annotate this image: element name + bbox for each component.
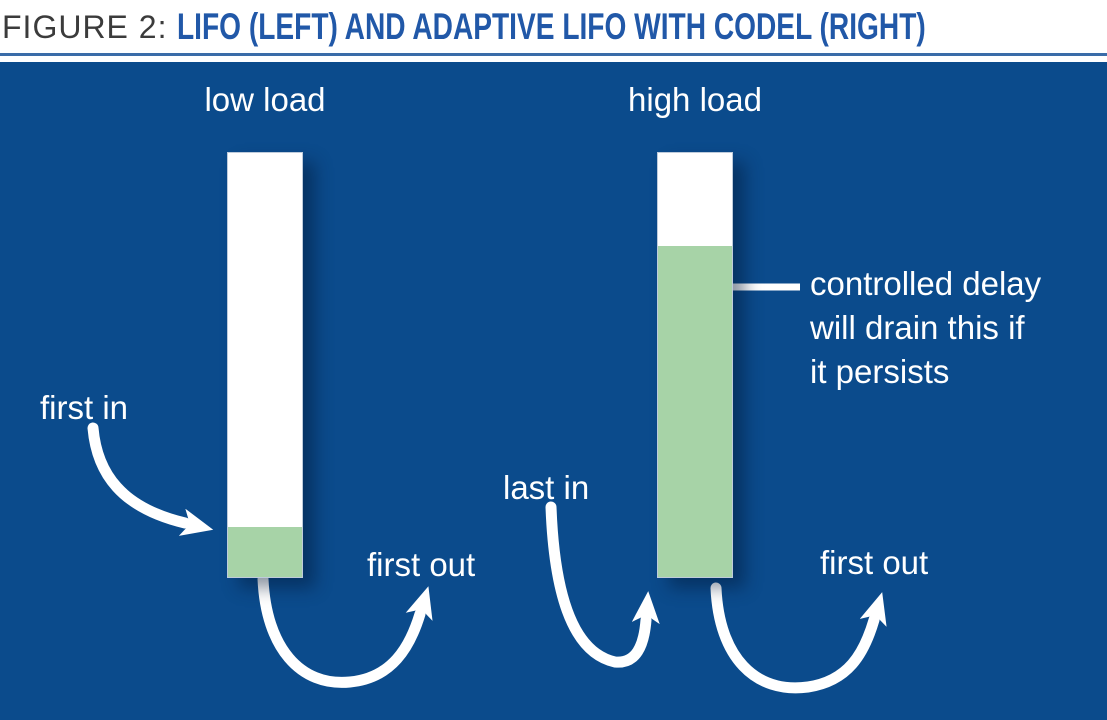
title-gap (0, 56, 1107, 62)
lifo-queue-bar (227, 152, 303, 578)
controlled-delay-callout: controlled delay will drain this if it p… (810, 265, 1042, 390)
first-out-label-left: first out (367, 546, 476, 583)
diagram-panel: low load first in first out high load co… (0, 62, 1107, 720)
first-out-label-right: first out (820, 544, 929, 581)
codel-queue-bar (657, 152, 733, 578)
first-out-arrow-left (257, 573, 433, 688)
high-load-label: high load (628, 81, 762, 118)
lifo-queue-fill-segment (228, 527, 302, 577)
figure-label: FIGURE 2: (2, 9, 168, 45)
first-in-label: first in (40, 389, 129, 426)
arrow-layer (87, 283, 887, 694)
title-divider-rule (0, 53, 1107, 56)
last-in-arrow (545, 501, 660, 668)
first-out-arrow-right (710, 582, 887, 694)
low-load-label: low load (204, 81, 326, 118)
last-in-label: last in (503, 469, 590, 506)
figure-title: LIFO (LEFT) AND ADAPTIVE LIFO WITH CODEL… (177, 6, 927, 47)
first-in-arrow (87, 422, 214, 536)
codel-queue-fill-segment (658, 246, 732, 577)
figure-header: FIGURE 2: LIFO (LEFT) AND ADAPTIVE LIFO W… (0, 0, 1107, 53)
